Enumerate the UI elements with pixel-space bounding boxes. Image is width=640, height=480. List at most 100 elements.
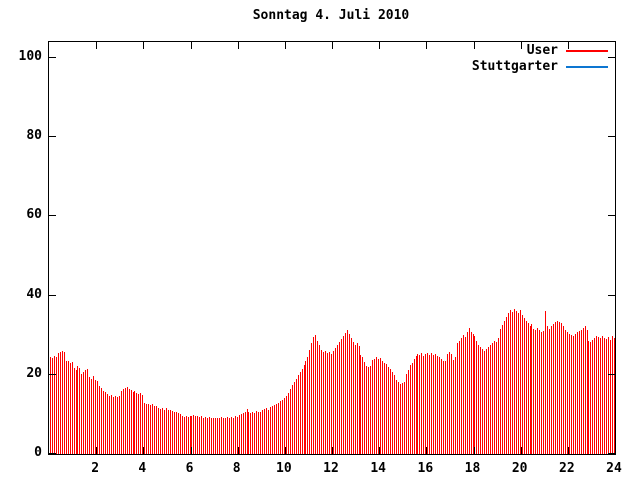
bar <box>195 416 197 454</box>
bar <box>134 390 136 454</box>
x-tick-label: 2 <box>91 461 100 476</box>
bar <box>529 325 531 454</box>
bar <box>610 339 612 454</box>
bar <box>472 334 474 454</box>
y-tick-mark <box>49 136 56 138</box>
bar <box>527 323 529 454</box>
bar <box>576 332 578 454</box>
bar <box>87 368 89 454</box>
bar <box>588 340 590 454</box>
bar <box>346 329 348 454</box>
bar <box>103 391 105 454</box>
bar <box>136 393 138 454</box>
bar <box>217 417 219 454</box>
bar <box>120 391 122 454</box>
bar <box>602 336 604 454</box>
y-tick-mark <box>608 294 615 296</box>
bar <box>305 361 307 454</box>
bar <box>572 335 574 454</box>
bar <box>509 309 511 454</box>
bar <box>228 417 230 454</box>
bar <box>564 330 566 454</box>
bar <box>236 417 238 454</box>
bar <box>327 353 329 454</box>
bar <box>262 410 264 454</box>
x-tick-mark <box>426 447 428 454</box>
bar <box>277 402 279 454</box>
bar <box>401 383 403 454</box>
bar <box>513 309 515 454</box>
bar <box>325 351 327 454</box>
bar <box>142 394 144 454</box>
bar <box>376 357 378 454</box>
bar <box>555 322 557 454</box>
bar <box>167 410 169 454</box>
x-tick-mark <box>332 42 333 49</box>
bar <box>480 346 482 454</box>
bar <box>283 398 285 454</box>
bar <box>154 405 156 454</box>
bar <box>75 369 77 454</box>
bar <box>254 413 256 454</box>
bar <box>213 417 215 454</box>
bar <box>55 357 57 454</box>
bar <box>122 389 124 454</box>
bar <box>321 349 323 454</box>
bar <box>537 328 539 454</box>
bar <box>344 332 346 454</box>
bar <box>85 370 87 454</box>
bar <box>150 405 152 454</box>
bar <box>500 328 502 454</box>
y-tick-label: 100 <box>18 48 42 64</box>
bar <box>474 336 476 454</box>
bar <box>560 323 562 454</box>
x-tick-label: 4 <box>138 461 147 476</box>
bar <box>112 396 114 454</box>
bar <box>179 414 181 454</box>
bar <box>431 353 433 454</box>
bar <box>242 412 244 454</box>
bar <box>165 408 167 454</box>
bar <box>558 321 560 454</box>
bar <box>490 344 492 454</box>
bar <box>419 355 421 454</box>
bar <box>91 378 93 454</box>
bar <box>519 310 521 454</box>
bar <box>187 417 189 454</box>
bar <box>364 362 366 454</box>
bar <box>313 337 315 454</box>
legend-entry-stuttgarter: Stuttgarter <box>472 59 608 74</box>
bar <box>105 392 106 454</box>
bar <box>291 385 293 454</box>
bar <box>309 350 311 454</box>
bar <box>114 395 116 454</box>
x-tick-mark <box>379 42 381 49</box>
bar <box>543 330 545 454</box>
bar <box>425 353 427 454</box>
x-tick-label: 12 <box>323 461 339 476</box>
bar <box>446 354 448 454</box>
bar <box>476 340 478 454</box>
bar <box>301 368 303 454</box>
bar <box>334 348 336 454</box>
bar <box>358 345 360 454</box>
bar <box>160 408 162 454</box>
bar <box>317 340 319 454</box>
bar <box>423 355 425 454</box>
bar <box>539 330 541 454</box>
bar <box>533 329 535 454</box>
bar <box>366 366 368 454</box>
bar <box>329 352 331 454</box>
bar <box>545 310 547 454</box>
bar <box>614 337 616 454</box>
bar <box>413 358 415 454</box>
bar <box>535 330 537 454</box>
y-tick-mark <box>608 215 615 217</box>
x-tick-mark <box>567 447 569 454</box>
bar <box>106 393 108 454</box>
bar <box>370 365 372 454</box>
bar <box>374 358 376 454</box>
bar <box>311 342 313 454</box>
bar <box>492 342 494 454</box>
